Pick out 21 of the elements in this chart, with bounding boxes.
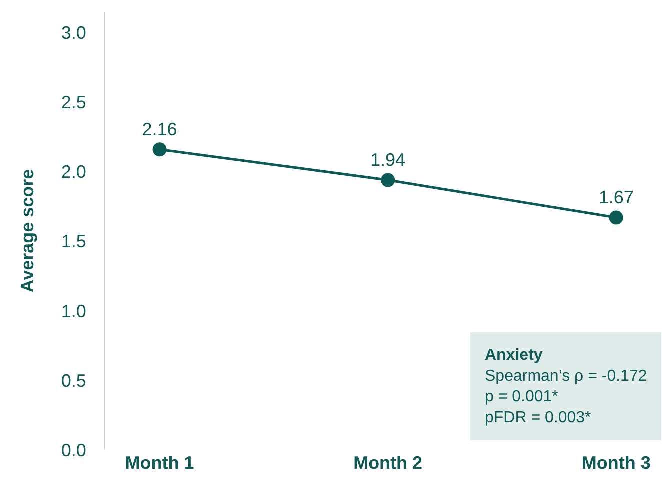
x-tick-label: Month 1	[125, 453, 194, 473]
y-axis-title: Average score	[18, 169, 38, 293]
y-tick-label: 3.0	[61, 23, 86, 44]
y-tick-label: 2.0	[61, 162, 86, 182]
data-label: 2.16	[142, 119, 178, 140]
point	[152, 142, 167, 157]
annotation: p = 0.001*	[485, 388, 558, 406]
y-tick-label: 1.0	[61, 301, 86, 322]
data-label: 1.94	[370, 150, 406, 170]
y-tick-label: 0.0	[61, 440, 86, 460]
y-tick-label: 1.5	[61, 232, 86, 252]
x-tick-label: Month 2	[354, 453, 423, 473]
annotation: Spearman’s ρ = -0.172	[485, 368, 648, 385]
annotation: pFDR = 0.003*	[485, 409, 592, 426]
point	[381, 173, 396, 188]
y-tick-label: 2.5	[61, 92, 86, 113]
data-label: 1.67	[598, 188, 634, 208]
x-tick-label: Month 3	[582, 453, 651, 473]
annotation: Anxiety	[485, 347, 543, 364]
point	[609, 210, 624, 225]
y-tick-label: 0.5	[61, 370, 86, 391]
